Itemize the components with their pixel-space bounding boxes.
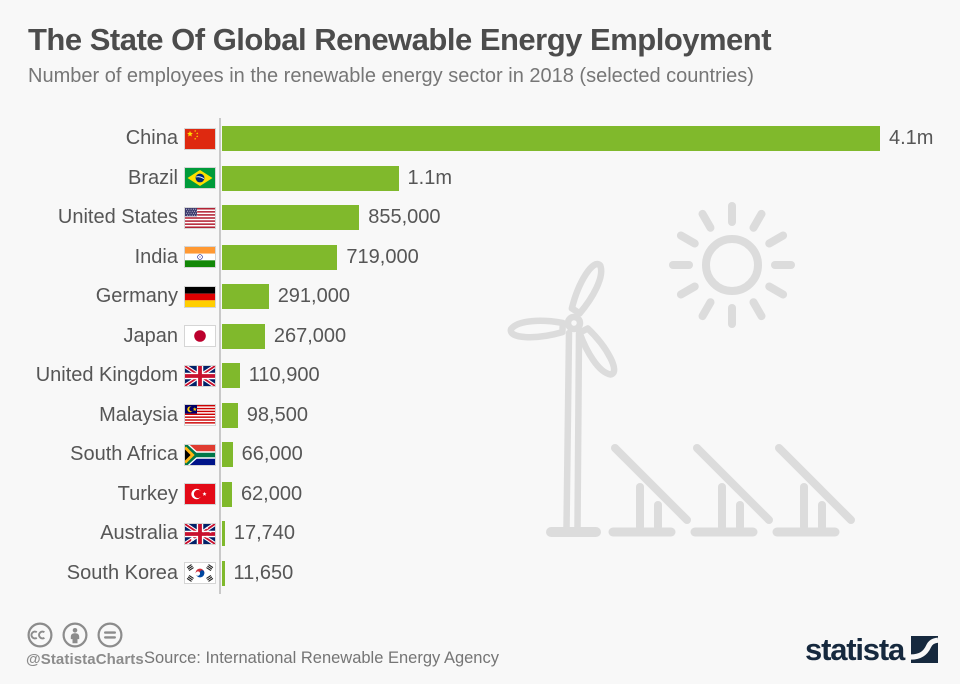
value-label: 98,500	[246, 403, 308, 426]
flag-icon-de	[185, 286, 215, 307]
source-text: Source: International Renewable Energy A…	[144, 649, 499, 667]
country-label: South Africa	[70, 443, 178, 466]
flag-icon-my	[185, 405, 215, 426]
chart-row: Germany 291,000	[0, 277, 960, 317]
bar	[222, 363, 240, 389]
flag-icon-us	[185, 207, 215, 228]
flag-icon-tr	[185, 484, 215, 505]
statista-mark-icon	[911, 636, 938, 663]
country-label: United Kingdom	[35, 364, 178, 387]
flag-icon-za	[185, 444, 215, 465]
chart-row: United States 855,000	[0, 198, 960, 238]
chart-row: South Korea 11,650	[0, 554, 960, 594]
flag-icon-kr	[185, 563, 215, 584]
country-label: Brazil	[127, 166, 178, 189]
chart-row: Turkey 62,000	[0, 475, 960, 515]
chart-rows: China 4.1m Brazil 1.1m United States 855…	[0, 119, 960, 593]
country-label: United States	[57, 206, 178, 229]
bar	[222, 284, 269, 310]
value-label: 1.1m	[407, 166, 452, 189]
value-label: 62,000	[240, 482, 303, 505]
statista-charts-handle: @StatistaCharts	[26, 651, 144, 668]
value-label: 4.1m	[889, 127, 934, 150]
bar	[222, 481, 232, 507]
bar	[222, 205, 360, 231]
country-label: South Korea	[66, 561, 178, 584]
country-label: Japan	[123, 324, 179, 347]
country-label: Turkey	[117, 482, 178, 505]
country-label: Malaysia	[99, 403, 178, 426]
value-label: 855,000	[368, 206, 441, 229]
country-label: India	[134, 245, 178, 268]
bar	[222, 244, 338, 270]
value-label: 66,000	[241, 443, 303, 466]
page-title: The State Of Global Renewable Energy Emp…	[28, 22, 772, 57]
bar	[222, 165, 399, 191]
bar	[222, 521, 225, 547]
chart-row: United Kingdom 110,900	[0, 356, 960, 396]
flag-icon-jp	[185, 326, 215, 347]
value-label: 267,000	[273, 324, 347, 347]
attribution-icon	[62, 622, 88, 648]
chart-row: China 4.1m	[0, 119, 960, 159]
page-subtitle: Number of employees in the renewable ene…	[28, 65, 754, 87]
statista-logo: statista	[805, 632, 938, 667]
statista-wordmark: statista	[805, 632, 905, 667]
value-label: 291,000	[277, 285, 350, 308]
country-label: Australia	[100, 522, 178, 545]
cc-icon	[27, 622, 53, 648]
value-label: 11,650	[233, 561, 294, 584]
renewable-watermark	[507, 202, 855, 537]
chart-baseline-axis	[219, 118, 221, 594]
chart-row: India 719,000	[0, 238, 960, 278]
flag-icon-au	[185, 523, 215, 544]
country-label: China	[125, 127, 178, 150]
header: The State Of Global Renewable Energy Emp…	[28, 22, 772, 88]
chart-row: South Africa 66,000	[0, 435, 960, 475]
flag-icon-gb	[185, 365, 215, 386]
value-label: 17,740	[233, 522, 296, 545]
flag-icon-cn	[185, 128, 215, 149]
bar	[222, 126, 880, 152]
flag-icon-br	[185, 168, 215, 189]
chart-row: Malaysia 98,500	[0, 396, 960, 436]
value-label: 110,900	[248, 364, 320, 387]
license-block: @StatistaCharts	[26, 621, 144, 668]
license-icons	[26, 621, 144, 649]
country-label: Germany	[95, 285, 178, 308]
wind-turbine-icon	[507, 260, 618, 537]
bar	[222, 402, 238, 428]
sun-icon	[669, 202, 795, 328]
bar	[222, 323, 265, 349]
chart-row: Japan 267,000	[0, 317, 960, 357]
equals-icon	[97, 622, 123, 648]
chart-row: Australia 17,740	[0, 514, 960, 554]
chart-row: Brazil 1.1m	[0, 159, 960, 199]
bar	[222, 442, 233, 468]
bar	[222, 560, 225, 586]
value-label: 719,000	[346, 245, 419, 268]
solar-panels-icon	[608, 444, 855, 537]
flag-icon-in	[185, 247, 215, 268]
